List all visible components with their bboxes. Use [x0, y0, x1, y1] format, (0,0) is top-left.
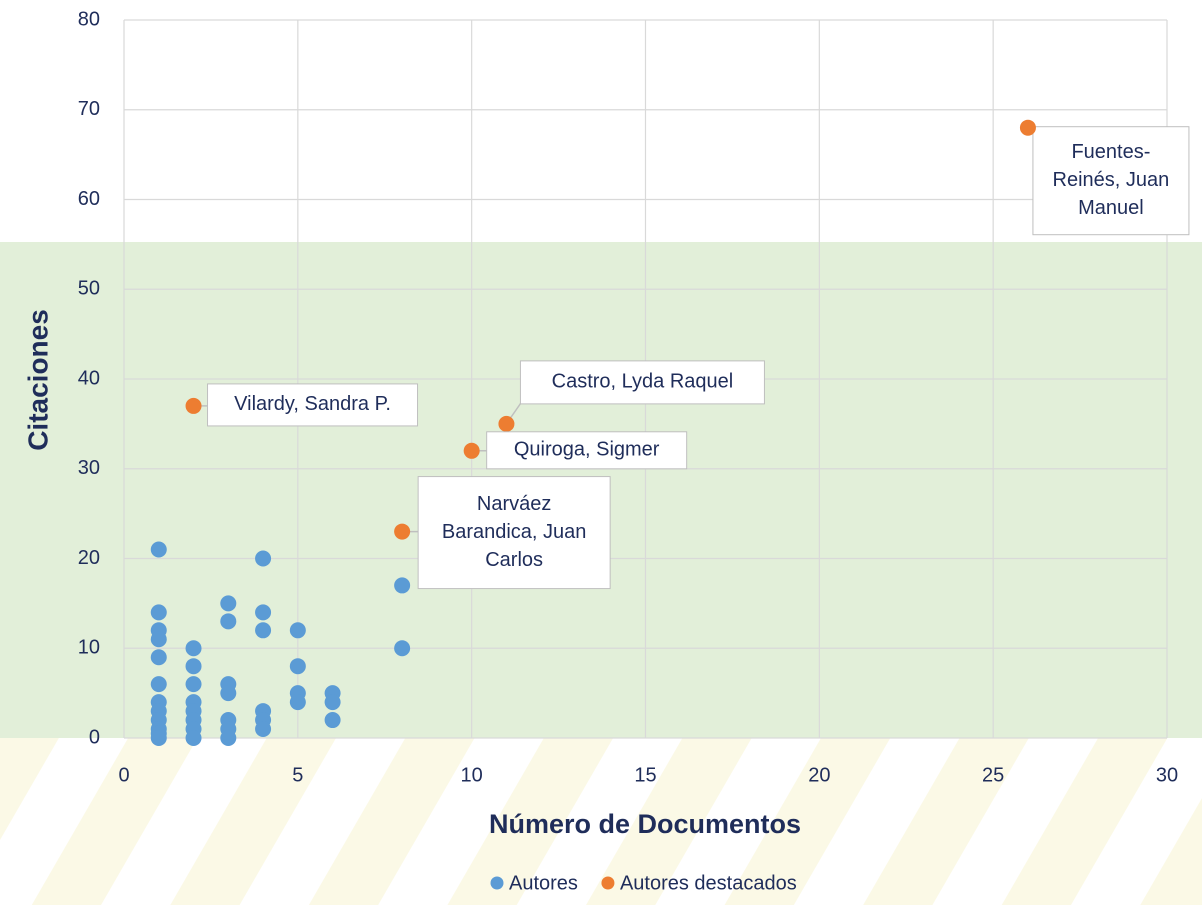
x-tick-label: 20 — [808, 764, 830, 786]
point — [220, 685, 237, 702]
point — [394, 523, 411, 540]
data-label: Manuel — [1078, 197, 1144, 219]
point — [463, 442, 480, 459]
x-tick-label: 10 — [461, 764, 483, 786]
y-tick-label: 70 — [78, 98, 100, 120]
point — [289, 694, 306, 711]
point — [150, 541, 167, 558]
data-label: Reinés, Juan — [1053, 169, 1170, 191]
data-label: Castro, Lyda Raquel — [552, 371, 734, 393]
point — [324, 694, 341, 711]
y-tick-label: 40 — [78, 367, 100, 389]
legend-marker — [490, 876, 504, 890]
point — [185, 397, 202, 414]
point — [150, 730, 167, 746]
point — [220, 595, 237, 612]
y-axis-title: Citaciones — [22, 309, 53, 451]
y-tick-label: 20 — [78, 547, 100, 569]
point — [185, 640, 202, 657]
point — [324, 712, 341, 729]
point — [255, 550, 272, 567]
y-tick-label: 10 — [78, 637, 100, 659]
x-tick-label: 30 — [1156, 764, 1178, 786]
point — [394, 640, 411, 657]
point — [255, 622, 272, 639]
point — [255, 721, 272, 738]
data-label-box — [207, 383, 419, 427]
x-tick-label: 5 — [292, 764, 303, 786]
data-label: Vilardy, Sandra P. — [234, 393, 391, 415]
legend-label: Autores destacados — [620, 872, 797, 894]
y-tick-label: 60 — [78, 188, 100, 210]
background-stripes — [0, 738, 1202, 905]
data-label: Barandica, Juan — [442, 521, 587, 543]
point — [185, 730, 202, 746]
point — [394, 577, 411, 594]
data-label: Carlos — [485, 549, 543, 571]
marks: Vilardy, Sandra P. Castro, Lyda Raquel Qui… — [150, 119, 1190, 746]
data-label: Quiroga, Sigmer — [514, 439, 660, 461]
x-axis-title: Número de Documentos — [489, 809, 801, 839]
point — [150, 676, 167, 693]
x-tick-label: 15 — [634, 764, 656, 786]
data-label: Fuentes- — [1071, 141, 1150, 163]
legend-marker — [601, 876, 615, 890]
y-tick-label: 80 — [78, 8, 100, 30]
point — [289, 658, 306, 675]
point — [185, 658, 202, 675]
x-tick-label: 25 — [982, 764, 1004, 786]
point — [150, 649, 167, 666]
y-tick-label: 50 — [78, 278, 100, 300]
data-label-box — [417, 476, 611, 590]
point — [185, 676, 202, 693]
point — [289, 622, 306, 639]
y-tick-label: 0 — [89, 726, 100, 748]
point — [150, 604, 167, 621]
data-label-box — [1032, 126, 1190, 236]
data-label: Narváez — [477, 493, 551, 515]
point — [220, 730, 237, 746]
x-tick-label: 0 — [118, 764, 129, 786]
point — [498, 415, 515, 432]
data-label-box — [519, 360, 765, 405]
point — [150, 631, 167, 648]
y-tick-label: 30 — [78, 457, 100, 479]
point — [1019, 119, 1036, 136]
legend-label: Autores — [509, 872, 578, 894]
data-label-box — [486, 431, 688, 470]
point — [255, 604, 272, 621]
point — [220, 613, 237, 630]
